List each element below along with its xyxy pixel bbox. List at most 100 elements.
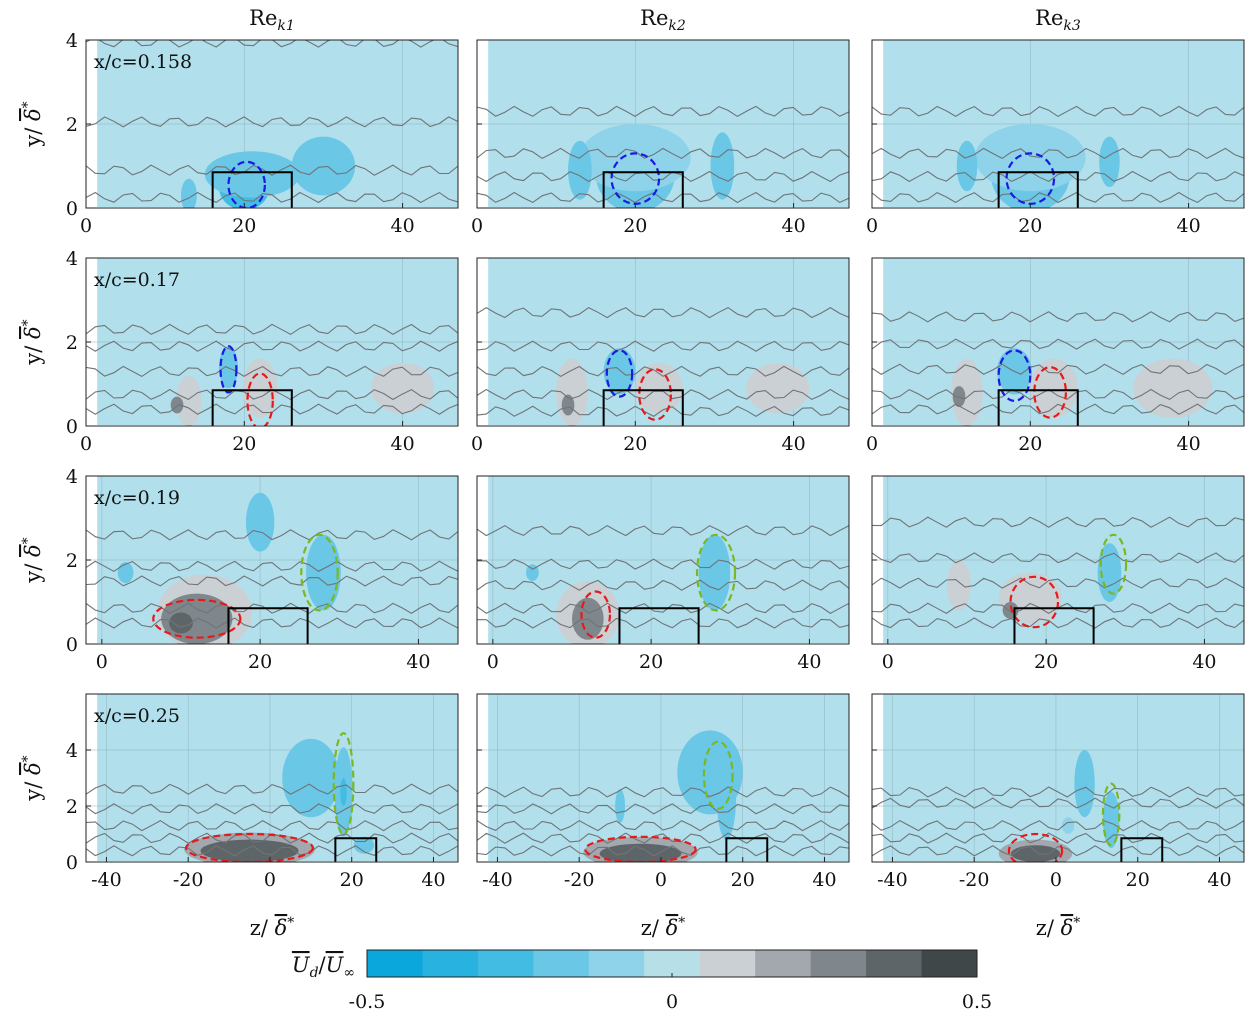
contour-region	[561, 394, 575, 416]
x-tick-label: -40	[877, 869, 908, 891]
velocity-isoline	[872, 311, 1244, 323]
velocity-isoline	[872, 363, 1244, 375]
x-tick-label: 20	[248, 651, 272, 673]
velocity-isoline	[477, 365, 849, 378]
colorbar-segment	[810, 950, 867, 977]
velocity-isoline	[477, 170, 849, 183]
vortex-outline	[185, 832, 314, 862]
colorbar-segment	[422, 950, 479, 977]
panel-r1-c3: 0 20 40	[866, 39, 1245, 237]
x-tick-label: 40	[1207, 869, 1231, 891]
panel-r2-c2: 0 20 40	[471, 257, 850, 455]
velocity-isoline	[872, 170, 1244, 183]
velocity-isoline	[86, 529, 458, 541]
x-tick-label: 20	[1034, 651, 1058, 673]
contour-region	[282, 738, 340, 818]
contour-region	[710, 132, 735, 200]
panel-frame	[476, 693, 850, 863]
velocity-isoline	[872, 147, 1244, 160]
roughness-element	[334, 837, 378, 862]
field-background	[97, 694, 458, 861]
x-tick-label: 20	[1018, 215, 1042, 237]
roughness-element	[211, 171, 293, 208]
velocity-isoline	[477, 105, 849, 118]
vortex-outline	[332, 732, 355, 836]
contour-region	[1099, 136, 1120, 187]
roughness-element	[602, 171, 684, 208]
vortex-outline	[1033, 366, 1068, 419]
colorbar-segment	[755, 950, 812, 977]
column-title-2: Rek2	[640, 6, 686, 34]
velocity-isoline	[477, 340, 849, 352]
x-tick-label: 0	[80, 433, 92, 455]
y-tick-label: 4	[66, 466, 78, 488]
colorbar-tick-label: 0	[666, 991, 678, 1013]
x-tick-label: 0	[866, 215, 878, 237]
vortex-outline	[638, 368, 673, 421]
velocity-isoline	[86, 819, 458, 832]
roughness-element	[211, 389, 293, 426]
roughness-element	[997, 171, 1079, 208]
velocity-isoline	[872, 105, 1244, 118]
x-tick-label: 40	[1177, 215, 1201, 237]
row-annotation: x/c=0.25	[94, 705, 180, 727]
contour-region	[1102, 792, 1120, 848]
contour-region	[947, 560, 971, 611]
velocity-isoline	[477, 845, 849, 857]
colorbar-segment	[921, 950, 978, 977]
y-tick-label: 0	[66, 634, 78, 656]
velocity-isoline	[872, 516, 1244, 528]
colorbar-segment	[477, 950, 534, 977]
x-tick-label: 20	[639, 651, 663, 673]
contour-region	[370, 363, 435, 414]
contour-region	[603, 348, 636, 395]
x-tick-label: 0	[471, 433, 483, 455]
velocity-isoline	[477, 786, 849, 798]
vortex-outline	[1007, 832, 1064, 862]
y-tick-label: 2	[66, 550, 78, 572]
velocity-isoline	[477, 147, 849, 160]
contour-region	[180, 178, 197, 208]
x-tick-label: 0	[471, 215, 483, 237]
x-tick-label: 0	[96, 651, 108, 673]
contour-region	[1010, 845, 1061, 862]
velocity-isoline	[872, 388, 1244, 401]
contour-region	[117, 562, 134, 584]
x-tick-label: 0	[264, 869, 276, 891]
velocity-isoline	[86, 617, 458, 629]
y-axis-label: y/ δ*	[20, 755, 45, 801]
velocity-isoline	[477, 832, 849, 844]
colorbar-tick-label: -0.5	[349, 991, 386, 1013]
colorbar-label: Ud/U∞	[292, 953, 355, 981]
x-axis-label: z/ δ*	[1036, 915, 1080, 940]
x-tick-label: 40	[812, 869, 836, 891]
x-tick-label: -40	[482, 869, 513, 891]
field-background	[883, 694, 1244, 861]
velocity-isoline	[872, 819, 1244, 832]
panel-r1-c1: 0 20 40 0 2 4 x/c=0.158 y/ δ*	[20, 30, 459, 237]
x-tick-label: 40	[421, 869, 445, 891]
x-tick-label: 40	[782, 433, 806, 455]
velocity-isoline	[86, 323, 458, 336]
vortex-outline	[702, 740, 734, 810]
y-axis-label: y/ δ*	[20, 319, 45, 365]
field-background	[883, 476, 1244, 643]
contour-region	[526, 564, 539, 581]
velocity-isoline	[477, 306, 849, 319]
contour-region	[200, 839, 299, 862]
contour-region	[291, 136, 356, 196]
velocity-isoline	[477, 803, 849, 815]
panel-r3-c1: 0 20 40 0 2 4 x/c=0.19 y/ δ*	[20, 466, 459, 673]
vortex-outline	[219, 345, 238, 394]
y-tick-label: 2	[66, 796, 78, 818]
contour-region	[1002, 602, 1019, 619]
y-tick-label: 4	[66, 248, 78, 270]
x-tick-label: 20	[623, 215, 647, 237]
contour-region	[204, 151, 300, 198]
velocity-isoline	[86, 164, 458, 176]
y-axis-label: y/ δ*	[20, 537, 45, 583]
y-tick-label: 4	[66, 30, 78, 52]
colorbar-segment	[866, 950, 923, 977]
panel-frame	[85, 693, 459, 863]
contour-region	[218, 346, 238, 389]
